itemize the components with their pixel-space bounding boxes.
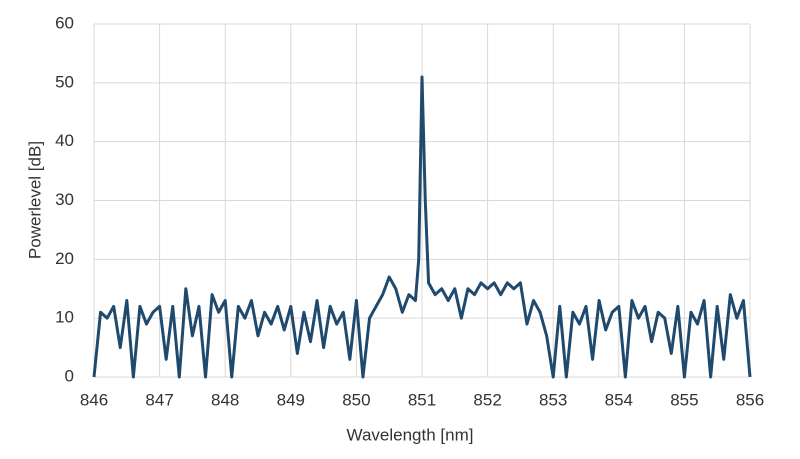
x-tick-label: 854 — [605, 390, 633, 409]
y-tick-label: 60 — [55, 13, 74, 32]
x-tick-label: 847 — [145, 390, 173, 409]
x-tick-label: 849 — [277, 390, 305, 409]
x-tick-label: 850 — [342, 390, 370, 409]
data-line — [92, 75, 752, 379]
y-tick-label: 20 — [55, 249, 74, 268]
x-tick-label: 848 — [211, 390, 239, 409]
x-tick-label: 851 — [408, 390, 436, 409]
x-tick-label: 855 — [670, 390, 698, 409]
x-tick-label: 856 — [736, 390, 764, 409]
x-tick-label: 853 — [539, 390, 567, 409]
y-tick-label: 40 — [55, 131, 74, 150]
y-tick-label: 50 — [55, 72, 74, 91]
y-tick-label: 10 — [55, 308, 74, 327]
y-tick-label: 30 — [55, 190, 74, 209]
x-tick-label: 846 — [80, 390, 108, 409]
x-axis-label: Wavelength [nm] — [347, 425, 474, 444]
y-tick-label: 0 — [65, 366, 74, 385]
x-tick-label: 852 — [473, 390, 501, 409]
y-axis-label: Powerlevel [dB] — [25, 141, 44, 259]
